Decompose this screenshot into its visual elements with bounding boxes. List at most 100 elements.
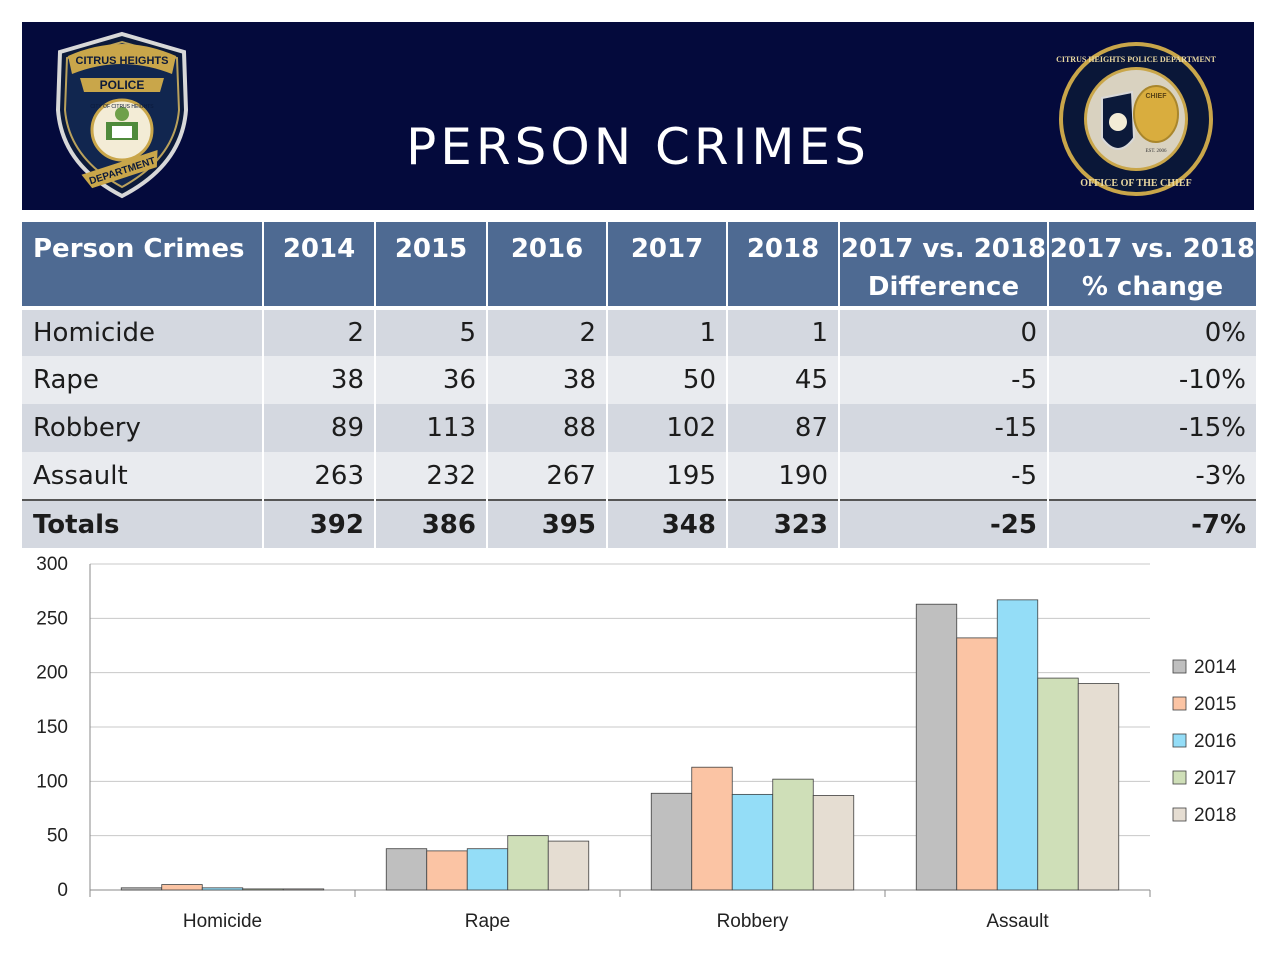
title-banner: PERSON CRIMES	[22, 22, 1254, 210]
bar-rape-2017	[507, 835, 549, 891]
y-tick-label: 300	[36, 554, 68, 575]
table-row: Robbery 89 113 88 102 87 -15 -15%	[22, 404, 1256, 452]
x-category-label: Assault	[986, 911, 1049, 932]
table-cell: -15	[839, 404, 1049, 452]
totals-cell: 395	[487, 499, 608, 548]
totals-cell: 392	[263, 499, 376, 548]
patch-top-text: CITRUS HEIGHTS	[76, 55, 169, 67]
bar-rape-2014	[385, 848, 428, 891]
column-header: Person Crimes	[22, 222, 264, 308]
table-cell: 50	[607, 356, 728, 404]
bar-assault-2017	[1037, 677, 1079, 891]
table-cell: 89	[263, 404, 376, 452]
bar-rape-2018	[547, 840, 590, 891]
person-crimes-bar-chart: 0 50 100 150 200 250 300 Homicide Rape Robbery Ass…	[36, 554, 1237, 932]
slide-title: PERSON CRIMES	[406, 118, 870, 176]
table-row: Rape 38 36 38 50 45 -5 -10%	[22, 356, 1256, 404]
table-cell: -3%	[1048, 452, 1256, 500]
legend-swatch	[1172, 770, 1187, 785]
x-category-label: Homicide	[183, 911, 262, 932]
table-header-row: Person Crimes 2014 2015 2016 2017 2018 2…	[22, 222, 1256, 308]
column-header: 2017	[607, 222, 728, 308]
totals-cell: 386	[375, 499, 488, 548]
table-cell: 36	[375, 356, 488, 404]
office-of-the-chief-seal-logo: CITRUS HEIGHTS POLICE DEPARTMENT OFFICE …	[1056, 42, 1216, 196]
table-cell: 190	[727, 452, 840, 500]
table-cell: 2	[487, 306, 608, 356]
table-cell: 87	[727, 404, 840, 452]
bar-rape-2016	[466, 848, 509, 891]
legend-label: 2016	[1194, 731, 1236, 752]
patch-ring-text: CITY OF CITRUS HEIGHTS	[90, 104, 154, 110]
table-cell: 45	[727, 356, 840, 404]
y-tick-label: 50	[47, 826, 68, 847]
table-cell: -5	[839, 356, 1049, 404]
table-cell: Robbery	[22, 404, 264, 452]
bar-assault-2018	[1077, 683, 1120, 891]
table-cell: 195	[607, 452, 728, 500]
totals-cell: 348	[607, 499, 728, 548]
legend-swatch	[1172, 807, 1187, 822]
legend-label: 2018	[1194, 805, 1236, 826]
person-crimes-table: Person Crimes 2014 2015 2016 2017 2018 2…	[22, 222, 1256, 548]
bar-robbery-2016	[731, 793, 774, 891]
y-tick-label: 200	[36, 663, 68, 684]
bar-robbery-2017	[772, 778, 814, 891]
column-header: 2014	[263, 222, 376, 308]
bar-robbery-2015	[691, 766, 733, 891]
table-cell: 102	[607, 404, 728, 452]
column-header: 2016	[487, 222, 608, 308]
totals-row: Totals 392 386 395 348 323 -25 -7%	[22, 499, 1256, 548]
bar-homicide-2018	[282, 888, 325, 891]
table-cell: 5	[375, 306, 488, 356]
legend-label: 2014	[1194, 657, 1237, 678]
police-department-patch-logo: CITRUS HEIGHTS POLICE CITY OF CITRUS HEI…	[55, 31, 189, 199]
table-cell: 1	[607, 306, 728, 356]
table-cell: 113	[375, 404, 488, 452]
legend-swatch	[1172, 733, 1187, 748]
y-tick-label: 150	[36, 717, 68, 738]
legend-label: 2017	[1194, 768, 1236, 789]
totals-cell: 323	[727, 499, 840, 548]
seal-badge-text: CHIEF	[1146, 93, 1168, 100]
table-cell: Rape	[22, 356, 264, 404]
bar-homicide-2014	[120, 887, 163, 891]
table-cell: -15%	[1048, 404, 1256, 452]
bar-homicide-2017	[242, 888, 284, 891]
seal-est-text: EST. 2006	[1145, 149, 1167, 154]
bar-robbery-2018	[812, 795, 855, 891]
bar-assault-2014	[915, 603, 958, 891]
table-cell: 1	[727, 306, 840, 356]
table-cell: 267	[487, 452, 608, 500]
y-tick-label: 0	[57, 880, 68, 901]
table-cell: -10%	[1048, 356, 1256, 404]
table-cell: 38	[487, 356, 608, 404]
table-cell: Homicide	[22, 306, 264, 356]
bar-homicide-2015	[161, 884, 203, 891]
x-category-label: Robbery	[717, 911, 789, 932]
bar-homicide-2016	[201, 887, 244, 891]
totals-cell: -25	[839, 499, 1049, 548]
seal-bottom-text: OFFICE OF THE CHIEF	[1080, 178, 1191, 189]
table-cell: Assault	[22, 452, 264, 500]
totals-cell: -7%	[1048, 499, 1256, 548]
legend-swatch	[1172, 659, 1187, 674]
column-header: 2017 vs. 2018 % change	[1048, 222, 1256, 308]
seal-ring-text: CITRUS HEIGHTS POLICE DEPARTMENT	[1056, 55, 1216, 64]
bar-assault-2015	[956, 637, 998, 891]
table-cell: 0	[839, 306, 1049, 356]
patch-center-text: POLICE	[100, 78, 145, 92]
y-tick-label: 250	[36, 608, 68, 629]
legend-label: 2015	[1194, 694, 1236, 715]
table-cell: 2	[263, 306, 376, 356]
table-cell: 88	[487, 404, 608, 452]
column-header: 2017 vs. 2018 Difference	[839, 222, 1049, 308]
bar-robbery-2014	[650, 792, 693, 891]
x-category-label: Rape	[465, 911, 510, 932]
table-row: Assault 263 232 267 195 190 -5 -3%	[22, 452, 1256, 500]
column-header: 2018	[727, 222, 840, 308]
legend-swatch	[1172, 696, 1187, 711]
bar-assault-2016	[996, 599, 1039, 891]
table-cell: -5	[839, 452, 1049, 500]
table-row: Homicide 2 5 2 1 1 0 0%	[22, 306, 1256, 356]
